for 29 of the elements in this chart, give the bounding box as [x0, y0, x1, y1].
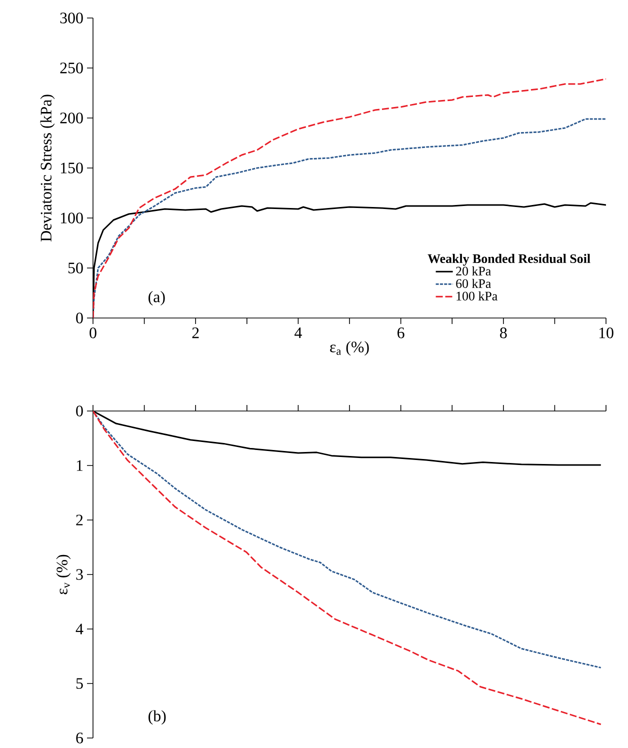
x-tick-label: 4	[294, 328, 302, 338]
y-tick-label: 5	[76, 678, 83, 689]
y-tick-label: 4	[76, 624, 84, 634]
legend-label: 100 kPa	[456, 291, 498, 300]
y-tick-label: 0	[76, 406, 83, 416]
y-tick-label: 6	[76, 732, 84, 744]
x-axis-title: ε$_{a}$ (%)	[330, 341, 369, 356]
x-tick-label: 8	[500, 328, 507, 338]
y-tick-label: 2	[76, 514, 83, 526]
y-tick-label: 100	[60, 212, 83, 224]
x-tick-label: 6	[398, 328, 404, 338]
x-tick-label: 0	[90, 328, 96, 338]
y-tick-label: 200	[60, 112, 83, 124]
y-tick-label: 1	[76, 460, 83, 471]
y-tick-label: 300	[60, 12, 83, 24]
y-tick-label: 0	[76, 312, 83, 324]
legend-title: Weakly Bonded Residual Soil	[428, 254, 590, 266]
y-tick-label: 50	[68, 262, 83, 274]
annotation: (a)	[148, 291, 165, 306]
y-axis-title: Deviatoric Stress (kPa)	[40, 94, 55, 242]
annotation: (b)	[148, 710, 166, 725]
legend-label: 20 kPa	[456, 266, 491, 276]
y-axis-title: ε$_{v}$ (%)	[56, 554, 71, 594]
legend-label: 60 kPa	[456, 278, 491, 288]
y-tick-label: 250	[60, 62, 83, 74]
x-tick-label: 2	[192, 328, 199, 338]
y-tick-label: 150	[60, 162, 83, 174]
x-tick-label: 10	[599, 328, 614, 338]
y-tick-label: 3	[76, 569, 83, 580]
